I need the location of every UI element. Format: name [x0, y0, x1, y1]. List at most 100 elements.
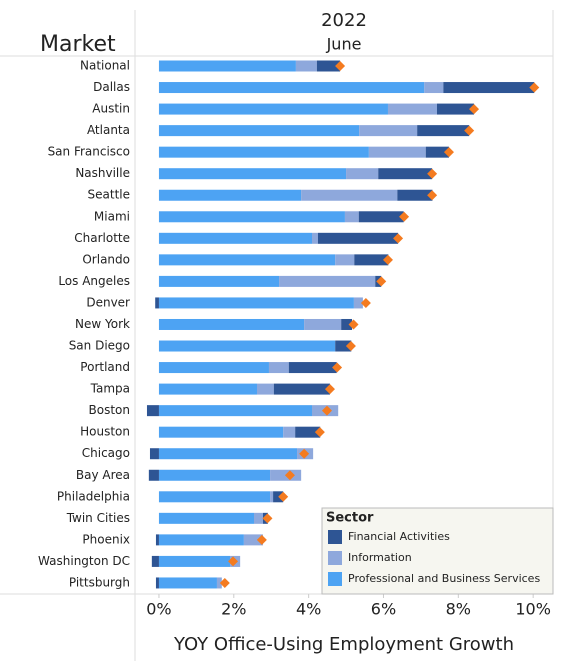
bar-segment: [443, 82, 535, 94]
bar-segment: [304, 318, 342, 330]
x-tick-label: 6%: [371, 600, 396, 619]
bar-segment: [295, 60, 317, 72]
bar-segment: [158, 448, 298, 460]
total-marker: [332, 362, 343, 373]
total-marker: [314, 427, 325, 438]
total-marker: [443, 147, 454, 158]
category-label: Atlanta: [87, 123, 130, 137]
bar-segment: [158, 426, 284, 438]
bar-segment: [158, 275, 280, 287]
bar-segment: [346, 168, 379, 180]
bar-segment: [436, 103, 475, 115]
total-marker: [219, 577, 230, 588]
x-tick-label: 8%: [446, 600, 471, 619]
bar-segment: [158, 82, 425, 94]
category-label: Chicago: [82, 446, 130, 460]
total-marker: [376, 276, 387, 287]
bar-segment: [155, 297, 159, 309]
category-label: Dallas: [93, 80, 130, 94]
total-marker: [299, 448, 310, 459]
bar-segment: [158, 125, 360, 137]
category-label: Denver: [86, 295, 130, 309]
bar-segment: [158, 254, 336, 266]
legend-label: Professional and Business Services: [348, 572, 540, 585]
x-axis-title: YOY Office-Using Employment Growth: [173, 634, 514, 655]
bar-segment: [317, 232, 399, 244]
total-marker: [393, 233, 404, 244]
bar-segment: [243, 534, 263, 546]
bar-segment: [358, 211, 404, 223]
total-marker: [427, 168, 438, 179]
bar-segment: [158, 103, 388, 115]
bar-segment: [158, 318, 305, 330]
x-tick-label: 2%: [221, 600, 246, 619]
bar-segment: [158, 168, 347, 180]
category-label: Houston: [80, 425, 130, 439]
category-label: New York: [75, 317, 130, 331]
bar-segment: [254, 512, 263, 524]
bar-segment: [417, 125, 470, 137]
category-label: Austin: [92, 102, 130, 116]
total-marker: [360, 297, 371, 308]
bar-segment: [158, 512, 255, 524]
bar-segment: [158, 577, 217, 589]
category-label: National: [80, 59, 130, 73]
legend-swatch: [328, 551, 342, 565]
bar-segment: [158, 405, 313, 417]
category-label: Los Angeles: [58, 274, 130, 288]
header: Market: [40, 32, 116, 57]
category-label: Tampa: [90, 382, 130, 396]
bar-segment: [387, 103, 437, 115]
bar-segment: [158, 362, 269, 374]
bar-segment: [158, 469, 271, 481]
bar-segment: [288, 362, 337, 374]
bar-segment: [359, 125, 418, 137]
category-label: Orlando: [82, 252, 130, 266]
bar-segment: [158, 60, 296, 72]
bar-segment: [216, 577, 222, 589]
category-label: Miami: [94, 209, 130, 223]
total-marker: [284, 470, 295, 481]
bar-segment: [378, 168, 433, 180]
total-marker: [278, 491, 289, 502]
bar-segment: [158, 146, 369, 158]
total-marker: [335, 61, 346, 71]
total-marker: [228, 556, 239, 567]
year: 2022: [321, 10, 367, 31]
bar-segment: [279, 275, 376, 287]
category-label: Boston: [89, 403, 130, 417]
bar-segment: [151, 555, 159, 567]
category-label: San Francisco: [48, 145, 130, 159]
bar-segment: [273, 491, 284, 503]
legend-title: Sector: [326, 511, 374, 526]
bar-segment: [368, 146, 426, 158]
bar-segment: [155, 577, 159, 589]
category-label: Phoenix: [82, 532, 130, 546]
category-label: Washington DC: [38, 554, 130, 568]
legend-label: Financial Activities: [348, 530, 450, 543]
bar-segment: [158, 534, 244, 546]
category-label: Twin Cities: [66, 511, 130, 525]
total-marker: [399, 211, 410, 222]
bar-segment: [344, 211, 359, 223]
total-marker: [324, 384, 335, 395]
category-label: Philadelphia: [57, 489, 130, 503]
bar-segment: [155, 534, 159, 546]
bar-segment: [256, 383, 274, 395]
legend-swatch: [328, 572, 342, 586]
bar-segment: [273, 383, 330, 395]
bar-segment: [424, 82, 444, 94]
bar-segment: [149, 448, 159, 460]
bar-segment: [283, 426, 296, 438]
category-label: Seattle: [88, 188, 130, 202]
total-marker: [529, 82, 540, 93]
bar-segment: [158, 340, 336, 352]
x-tick-label: 0%: [146, 600, 171, 619]
bar-segment: [148, 469, 159, 481]
bar-segment: [158, 297, 354, 309]
category-label: Portland: [80, 360, 130, 374]
bar-segment: [335, 340, 352, 352]
total-marker: [345, 341, 356, 352]
bar-segment: [425, 146, 449, 158]
bar-segment: [316, 60, 341, 72]
